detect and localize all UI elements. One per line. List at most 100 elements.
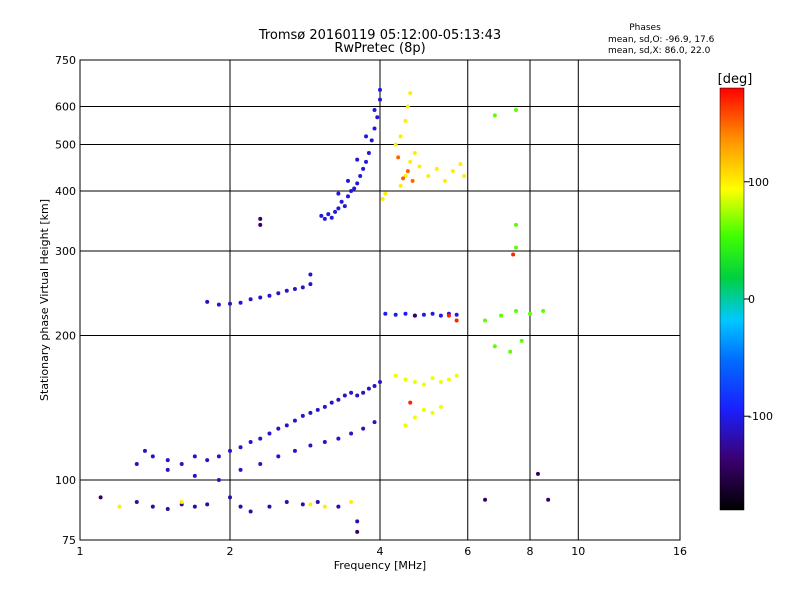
data-point: [412, 380, 417, 385]
data-point: [238, 445, 243, 450]
data-point: [372, 126, 377, 131]
data-point: [134, 461, 139, 466]
data-point: [366, 386, 371, 391]
data-point: [300, 413, 305, 418]
y-tick-label: 200: [55, 330, 76, 343]
data-point: [284, 423, 289, 428]
data-point: [349, 431, 354, 436]
colorbar-tick-label: -100: [748, 410, 773, 423]
data-point: [499, 313, 504, 318]
data-point: [308, 410, 313, 415]
data-point: [403, 377, 408, 382]
data-point: [267, 293, 272, 298]
y-tick-label: 750: [55, 54, 76, 67]
data-point: [403, 311, 408, 316]
data-point: [462, 173, 467, 178]
data-point: [446, 377, 451, 382]
data-point: [165, 458, 170, 463]
data-point: [514, 108, 519, 113]
scatter-points: [98, 87, 551, 534]
data-point: [364, 159, 369, 164]
data-point: [438, 404, 443, 409]
phase-info-x: mean, sd,X: 86.0, 22.0: [608, 46, 711, 56]
data-point: [342, 204, 347, 209]
data-point: [179, 461, 184, 466]
data-point: [421, 382, 426, 387]
data-point: [300, 285, 305, 290]
y-axis-label: Stationary phase Virtual Height [km]: [38, 199, 51, 401]
data-point: [258, 295, 263, 300]
data-point: [528, 311, 532, 316]
data-point: [342, 393, 347, 398]
data-point: [366, 151, 371, 156]
data-point: [378, 380, 382, 385]
data-point: [238, 300, 243, 305]
data-point: [192, 473, 197, 478]
y-tick-label: 300: [55, 245, 76, 258]
y-tick-label: 100: [55, 474, 76, 487]
y-axis-ticks: 75 100 200 300 400 500 600 750: [55, 54, 76, 547]
x-axis-label: Frequency [MHz]: [334, 559, 426, 572]
data-point: [326, 212, 331, 217]
data-point: [315, 499, 320, 504]
data-point: [150, 454, 155, 459]
data-point: [322, 504, 327, 509]
data-point: [403, 423, 408, 428]
data-point: [228, 301, 232, 306]
data-point: [205, 458, 210, 463]
data-point: [398, 183, 403, 188]
data-point: [336, 504, 341, 509]
data-point: [361, 426, 366, 431]
data-point: [434, 166, 439, 171]
data-point: [403, 173, 408, 178]
data-point: [358, 173, 363, 178]
data-point: [372, 108, 377, 113]
data-point: [446, 313, 451, 318]
data-point: [514, 222, 519, 227]
data-point: [258, 222, 263, 227]
data-point: [165, 507, 170, 512]
data-point: [372, 420, 377, 425]
colorbar: [deg] 100 0 -100: [718, 72, 773, 511]
data-point: [150, 504, 155, 509]
data-point: [349, 189, 354, 194]
data-point: [454, 312, 459, 317]
data-point: [372, 383, 377, 388]
data-point: [492, 344, 497, 349]
data-point: [315, 407, 320, 412]
data-point: [454, 373, 459, 378]
data-point: [284, 499, 289, 504]
data-point: [412, 151, 417, 156]
data-point: [276, 291, 281, 296]
data-point: [258, 436, 263, 441]
data-point: [345, 194, 350, 199]
data-point: [98, 495, 103, 500]
data-point: [329, 215, 334, 220]
x-tick-label: 16: [673, 545, 687, 558]
chart-title: Tromsø 20160119 05:12:00-05:13:43: [258, 28, 501, 43]
data-point: [514, 308, 519, 313]
data-point: [292, 418, 297, 423]
data-point: [508, 349, 513, 354]
data-point: [349, 390, 354, 395]
data-point: [405, 104, 410, 109]
data-point: [421, 312, 426, 317]
data-point: [228, 448, 232, 453]
data-point: [165, 467, 170, 472]
data-point: [216, 454, 221, 459]
grid-lines: [80, 60, 680, 540]
data-point: [134, 499, 139, 504]
x-axis-ticks: 1 2 4 6 8 10 16: [77, 545, 688, 558]
data-point: [408, 91, 413, 96]
data-point: [430, 376, 435, 381]
data-point: [398, 134, 403, 139]
x-tick-label: 4: [377, 545, 384, 558]
data-point: [541, 308, 546, 313]
data-point: [401, 176, 406, 181]
x-tick-label: 10: [571, 545, 585, 558]
x-tick-label: 1: [77, 545, 84, 558]
data-point: [216, 302, 221, 307]
data-point: [421, 407, 426, 412]
data-point: [355, 157, 360, 162]
data-point: [345, 178, 350, 183]
